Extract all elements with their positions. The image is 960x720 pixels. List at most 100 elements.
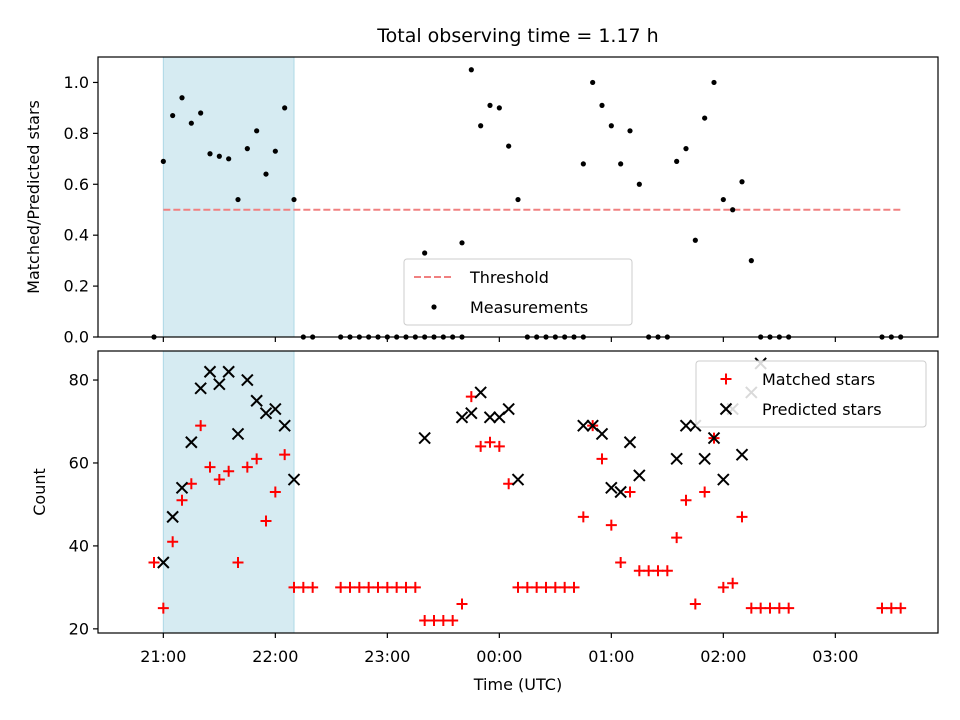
data-point — [674, 158, 680, 164]
y-tick-label: 1.0 — [64, 73, 89, 92]
data-point — [204, 461, 216, 473]
axes-frame — [97, 56, 939, 338]
data-point — [263, 171, 269, 177]
data-point — [577, 419, 590, 432]
data-point — [614, 485, 627, 499]
data-point — [755, 602, 767, 614]
data-point — [895, 602, 907, 614]
data-point — [745, 602, 757, 614]
data-point — [160, 158, 166, 164]
y-tick-label: 0.4 — [64, 226, 89, 245]
data-point — [372, 581, 384, 593]
data-point — [419, 615, 431, 627]
data-point — [478, 123, 484, 129]
data-point — [521, 581, 533, 593]
data-point — [483, 411, 497, 424]
y-tick-label: 0.6 — [64, 175, 89, 194]
data-point — [506, 143, 512, 149]
data-point — [235, 196, 241, 203]
legend-matched-label: Matched stars — [762, 370, 875, 389]
data-point — [279, 449, 291, 461]
legend-predicted-label: Predicted stars — [762, 400, 882, 419]
data-point — [699, 486, 711, 498]
data-point — [885, 602, 897, 614]
shaded-region — [162, 56, 295, 338]
data-point — [278, 419, 291, 432]
data-point — [605, 519, 617, 531]
data-point — [465, 391, 477, 403]
x-tick-label: 23:00 — [364, 647, 410, 666]
data-point — [605, 481, 618, 495]
data-point — [428, 615, 440, 627]
data-point — [203, 365, 217, 378]
legend-threshold-label: Threshold — [469, 268, 549, 287]
data-point — [618, 161, 624, 167]
data-point — [496, 105, 502, 111]
data-point — [568, 581, 580, 593]
data-point — [456, 598, 468, 610]
data-point — [400, 581, 412, 593]
data-point — [730, 207, 736, 213]
data-point — [511, 473, 525, 486]
data-point — [595, 427, 609, 441]
data-point — [503, 478, 515, 490]
data-point — [251, 453, 263, 465]
data-point — [455, 411, 469, 424]
data-point — [167, 536, 179, 548]
x-tick-label: 02:00 — [700, 647, 746, 666]
data-point — [707, 431, 721, 445]
data-point — [195, 420, 207, 432]
data-point — [194, 382, 207, 395]
data-point — [157, 556, 170, 569]
data-point — [643, 565, 655, 577]
data-point — [241, 373, 254, 387]
data-point — [487, 102, 493, 108]
data-point — [282, 105, 288, 111]
data-point — [735, 448, 749, 461]
data-point — [344, 581, 356, 593]
data-point — [166, 510, 179, 524]
data-point — [335, 581, 347, 593]
data-point — [590, 79, 596, 86]
data-point — [661, 565, 673, 577]
data-point — [559, 581, 571, 593]
data-point — [679, 419, 693, 432]
chart-title: Total observing time = 1.17 h — [376, 25, 658, 47]
data-point — [232, 557, 244, 568]
data-point — [297, 581, 309, 593]
data-point — [231, 427, 245, 441]
data-point — [540, 581, 552, 593]
data-point — [269, 402, 282, 416]
data-point — [512, 581, 524, 593]
data-point — [269, 486, 281, 498]
data-point — [222, 365, 235, 378]
data-point — [363, 581, 375, 593]
data-point — [272, 148, 278, 154]
data-point — [179, 95, 185, 101]
data-point — [176, 494, 188, 506]
legend-box — [403, 258, 633, 326]
data-point — [502, 402, 515, 416]
y-tick-label: 80 — [69, 371, 89, 390]
data-point — [198, 110, 204, 116]
y-axis-label: Matched/Predicted stars — [24, 100, 43, 294]
data-point — [689, 598, 701, 610]
data-point — [459, 240, 465, 246]
data-point — [596, 453, 608, 465]
data-point — [468, 67, 474, 73]
y-axis-label: Count — [30, 468, 49, 516]
data-point — [531, 581, 543, 593]
series-measurements — [151, 67, 904, 340]
data-point — [213, 474, 225, 486]
data-point — [683, 146, 689, 152]
data-point — [391, 581, 403, 593]
data-point — [223, 465, 235, 477]
data-point — [185, 478, 197, 490]
data-point — [671, 532, 683, 544]
x-tick-label: 00:00 — [476, 647, 522, 666]
data-point — [739, 179, 745, 185]
data-point — [599, 102, 605, 108]
data-point — [748, 258, 754, 264]
